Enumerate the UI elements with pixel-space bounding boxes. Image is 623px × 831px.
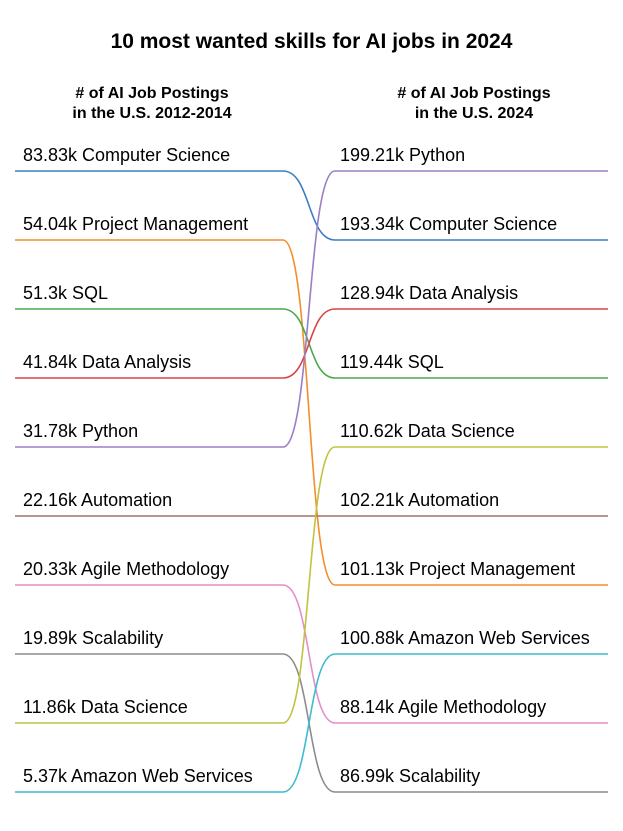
right-label-scalability: 86.99k Scalability xyxy=(340,766,480,786)
right-label-agile-methodology: 88.14k Agile Methodology xyxy=(340,697,546,717)
left-label-data-science: 11.86k Data Science xyxy=(23,697,188,717)
right-label-data-science: 110.62k Data Science xyxy=(340,421,515,441)
right-label-data-analysis: 128.94k Data Analysis xyxy=(340,283,518,303)
right-column-header: # of AI Job Postings in the U.S. 2024 xyxy=(334,84,614,124)
left-label-python: 31.78k Python xyxy=(23,421,138,441)
line-python xyxy=(15,170,608,448)
right-label-project-management: 101.13k Project Management xyxy=(340,559,575,579)
left-label-sql: 51.3k SQL xyxy=(23,283,108,303)
line-amazon-web-services xyxy=(15,653,608,793)
right-header-line-2: in the U.S. 2024 xyxy=(414,105,534,122)
right-header-line-1: # of AI Job Postings xyxy=(397,85,551,102)
left-header-line-1: # of AI Job Postings xyxy=(75,85,229,102)
line-agile-methodology xyxy=(15,584,608,724)
left-label-computer-science: 83.83k Computer Science xyxy=(23,145,230,165)
line-computer-science xyxy=(15,170,608,241)
chart-title: 10 most wanted skills for AI jobs in 202… xyxy=(110,30,513,53)
line-project-management xyxy=(15,239,608,586)
left-label-data-analysis: 41.84k Data Analysis xyxy=(23,352,191,372)
left-label-agile-methodology: 20.33k Agile Methodology xyxy=(23,559,229,579)
right-label-automation: 102.21k Automation xyxy=(340,490,499,510)
right-label-python: 199.21k Python xyxy=(340,145,465,165)
line-data-analysis xyxy=(15,308,608,379)
right-label-sql: 119.44k SQL xyxy=(340,352,444,372)
left-label-amazon-web-services: 5.37k Amazon Web Services xyxy=(23,766,253,786)
left-header-line-2: in the U.S. 2012-2014 xyxy=(72,105,232,122)
left-label-scalability: 19.89k Scalability xyxy=(23,628,163,648)
left-label-project-management: 54.04k Project Management xyxy=(23,214,248,234)
line-data-science xyxy=(15,446,608,724)
right-label-computer-science: 193.34k Computer Science xyxy=(340,214,557,234)
left-column-header: # of AI Job Postings in the U.S. 2012-20… xyxy=(12,84,292,124)
left-label-automation: 22.16k Automation xyxy=(23,490,172,510)
right-label-amazon-web-services: 100.88k Amazon Web Services xyxy=(340,628,590,648)
